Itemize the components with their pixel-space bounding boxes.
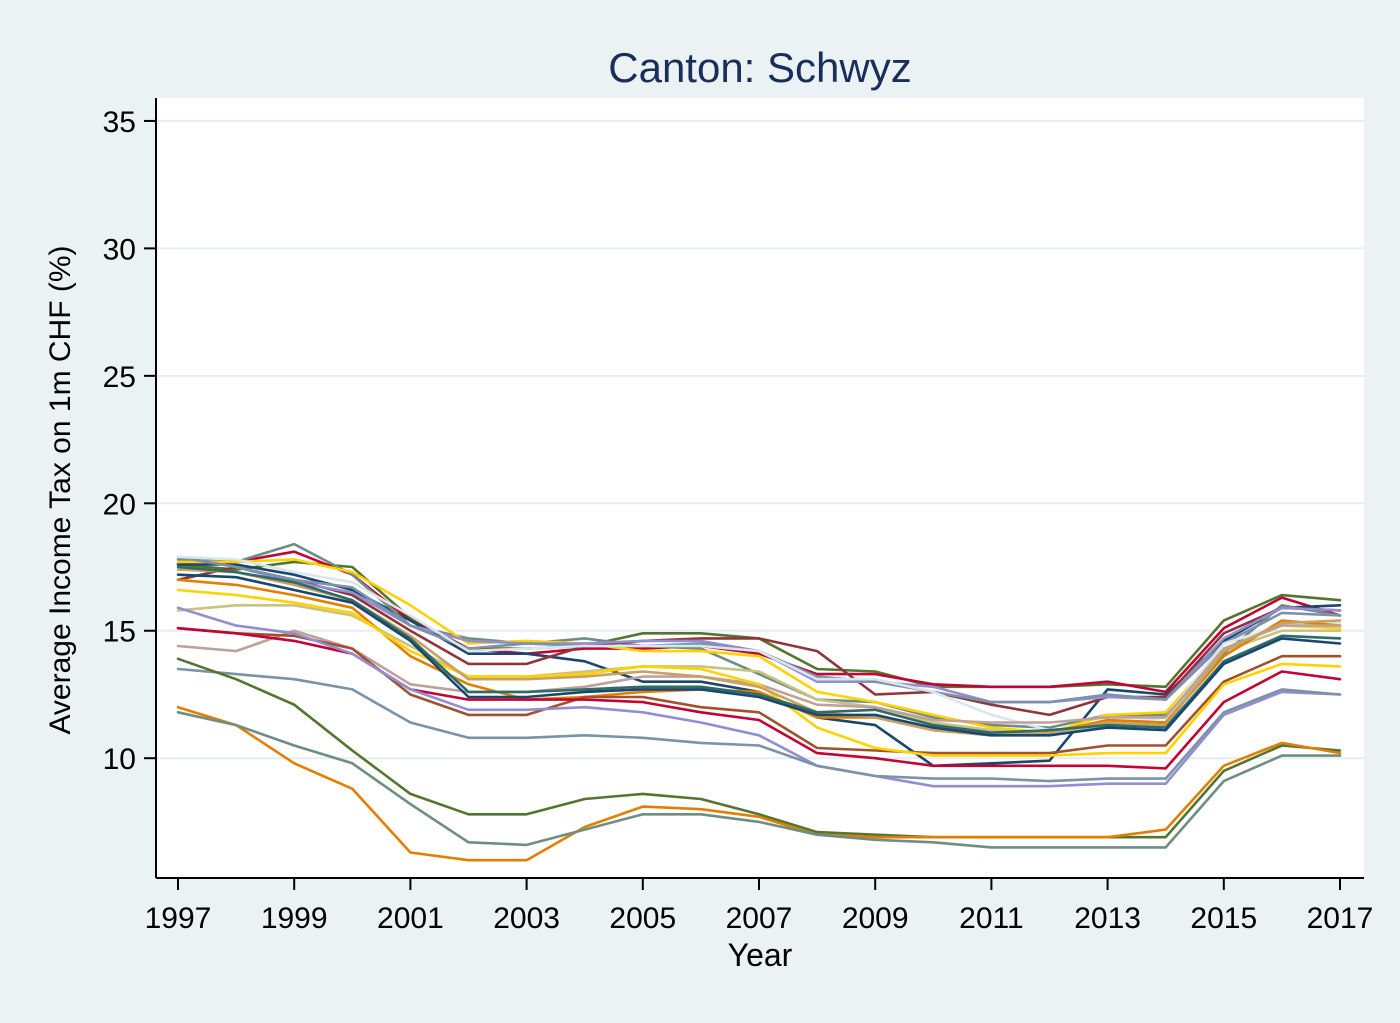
x-tick-label: 1997 [145,902,212,935]
series-line-17 [176,588,1342,757]
series-lines [176,542,1342,862]
plot-area [156,98,1364,878]
y-tick-label: 30 [103,233,136,266]
x-tick-label: 2011 [959,902,1024,935]
series-line-11 [176,578,1342,737]
x-tick-label: 2013 [1074,902,1141,935]
x-axis-label: Year [728,937,793,973]
x-tick-label: 2001 [377,902,444,935]
x-tick-label: 1999 [261,902,328,935]
x-tick-label: 2005 [609,902,676,935]
series-line-22 [176,705,1342,862]
y-tick-label: 20 [103,488,136,521]
series-line-23 [176,710,1342,849]
x-tick-label: 2015 [1190,902,1257,935]
x-tick-label: 2017 [1307,902,1374,935]
chart-title: Canton: Schwyz [608,44,911,91]
y-axis-label: Average Income Tax on 1m CHF (%) [44,245,77,734]
series-line-5 [176,558,1342,735]
series-line-13 [176,626,1342,755]
series-line-19 [176,565,1342,735]
y-tick-label: 35 [103,106,136,139]
series-line-21 [176,657,1342,839]
tick-labels: 10 15 20 25 30 35 1997 1999 2001 2003 2005 2007 2009… [103,106,1374,935]
y-tick-label: 15 [103,616,136,649]
y-tick-label: 10 [103,743,136,776]
y-tick-label: 25 [103,361,136,394]
series-line-15 [176,606,1342,788]
series-line-9 [176,555,1342,732]
series-line-20 [176,573,1342,737]
grid-lines [156,119,1364,760]
series-line-16 [176,667,1342,783]
x-tick-label: 2007 [726,902,793,935]
x-tick-label: 2009 [842,902,909,935]
x-tick-label: 2003 [493,902,560,935]
series-line-4 [176,542,1342,729]
